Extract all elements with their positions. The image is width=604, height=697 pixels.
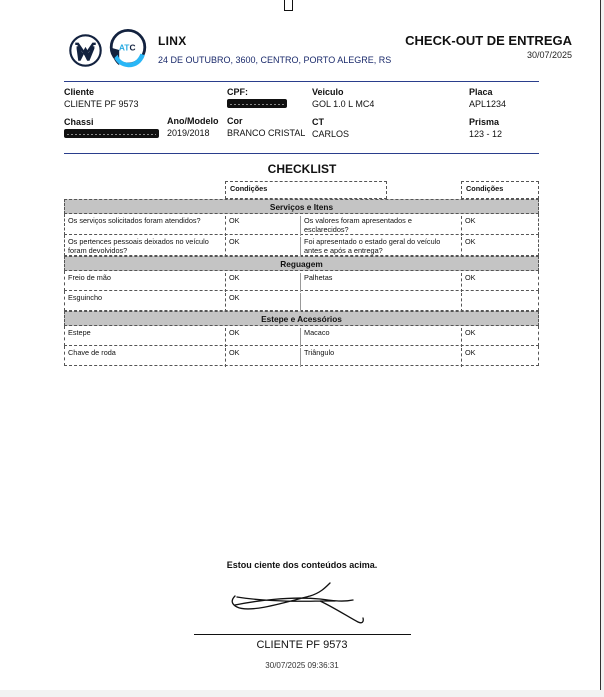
svg-text:ATC: ATC <box>119 42 136 52</box>
